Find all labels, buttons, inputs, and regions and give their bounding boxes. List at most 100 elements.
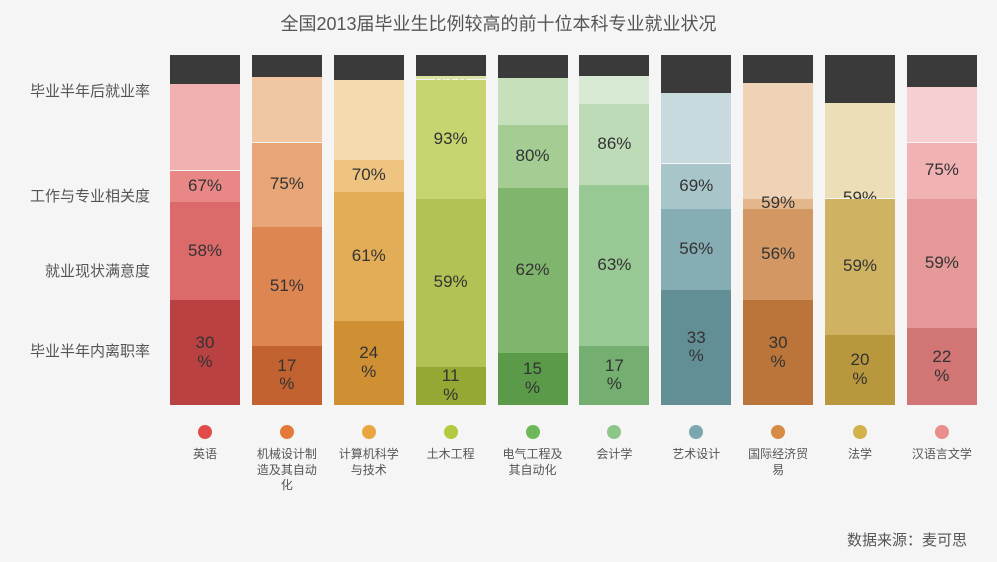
bar-segment-4	[170, 84, 240, 170]
bar-segment-2: 59%	[825, 199, 895, 336]
satisfaction-label: 56%	[761, 245, 795, 264]
bar-segment-3: 75%	[907, 143, 977, 199]
bar-segment-2: 51%	[252, 227, 322, 346]
chart-area: 毕业半年后就业率工作与专业相关度就业现状满意度毕业半年内离职率 91.6%67%…	[0, 55, 997, 405]
relevance-label: 75%	[270, 175, 304, 194]
relevance-label: 80%	[515, 147, 549, 166]
y-axis-label: 毕业半年后就业率	[30, 80, 150, 101]
turnover-label: 33%	[687, 329, 706, 366]
bar-segment-1: 17%	[579, 346, 649, 406]
legend-label: 机械设计制造及其自动化	[252, 447, 322, 494]
turnover-label: 24%	[359, 344, 378, 381]
bar-segment-cap	[170, 55, 240, 84]
bar-segment-4	[252, 77, 322, 142]
bar-segment-1: 17%	[252, 346, 322, 406]
satisfaction-label: 56%	[679, 240, 713, 259]
legend-dot-icon	[526, 425, 540, 439]
turnover-label: 17%	[605, 357, 624, 394]
bar-segment-cap	[825, 55, 895, 103]
bar-segment-cap	[907, 55, 977, 87]
bar-segment-2: 62%	[498, 188, 568, 353]
satisfaction-label: 58%	[188, 242, 222, 261]
legend-item: 艺术设计	[661, 425, 731, 494]
bar-segment-1: 33%	[661, 290, 731, 406]
bar-column: 94.0%86%63%17%	[579, 55, 649, 405]
bar-segment-1: 30%	[743, 300, 813, 405]
bar-segment-3: 70%	[334, 160, 404, 192]
bar-column: 93.9%93%59%11%	[416, 55, 486, 405]
bar-column: 91.6%67%58%30%	[170, 55, 240, 405]
legend-dot-icon	[689, 425, 703, 439]
relevance-label: 93%	[434, 130, 468, 149]
turnover-label: 30%	[196, 334, 215, 371]
legend-label: 国际经济贸易	[743, 447, 813, 478]
turnover-label: 11%	[442, 367, 460, 404]
legend-item: 机械设计制造及其自动化	[252, 425, 322, 494]
bar-segment-4	[907, 87, 977, 143]
satisfaction-label: 59%	[925, 254, 959, 273]
legend-dot-icon	[607, 425, 621, 439]
bar-segment-4	[334, 80, 404, 161]
bar-segment-cap	[334, 55, 404, 80]
legend-dot-icon	[935, 425, 949, 439]
legend-label: 英语	[170, 447, 240, 463]
legend-item: 土木工程	[416, 425, 486, 494]
bar-column: 93.0%70%61%24%	[334, 55, 404, 405]
bar-segment-1: 30%	[170, 300, 240, 405]
legend-item: 电气工程及其自动化	[498, 425, 568, 494]
bar-segment-2: 59%	[416, 199, 486, 367]
bar-segment-2: 61%	[334, 192, 404, 322]
satisfaction-label: 51%	[270, 277, 304, 296]
legend-label: 汉语言文学	[907, 447, 977, 463]
bar-segment-4	[579, 76, 649, 104]
bar-segment-3: 69%	[661, 164, 731, 210]
bar-segment-1: 15%	[498, 353, 568, 406]
bar-column: 92.0%59%56%30%	[743, 55, 813, 405]
legend-item: 汉语言文学	[907, 425, 977, 494]
legend-label: 会计学	[579, 447, 649, 463]
relevance-label: 69%	[679, 177, 713, 196]
bar-column: 89.1%69%56%33%	[661, 55, 731, 405]
legend-label: 法学	[825, 447, 895, 463]
data-source: 数据来源：麦可思	[847, 529, 967, 550]
bar-segment-4	[825, 103, 895, 199]
bar-segment-3: 93%	[416, 80, 486, 199]
bar-segment-2: 63%	[579, 185, 649, 346]
bar-segment-2: 59%	[907, 199, 977, 329]
legend-item: 会计学	[579, 425, 649, 494]
turnover-label: 20%	[851, 351, 870, 388]
bar-segment-2: 56%	[743, 209, 813, 300]
bar-column: 86.3%59%59%20%	[825, 55, 895, 405]
relevance-label: 86%	[597, 135, 631, 154]
bars-container: 91.6%67%58%30%93.7%75%51%17%93.0%70%61%2…	[170, 55, 977, 405]
legend-dot-icon	[853, 425, 867, 439]
satisfaction-label: 63%	[597, 256, 631, 275]
bar-segment-3: 75%	[252, 143, 322, 227]
legend-item: 英语	[170, 425, 240, 494]
satisfaction-label: 59%	[434, 273, 468, 292]
bar-segment-1: 20%	[825, 335, 895, 405]
satisfaction-label: 62%	[515, 261, 549, 280]
turnover-label: 30%	[769, 334, 788, 371]
relevance-label: 67%	[188, 177, 222, 196]
bar-segment-1: 24%	[334, 321, 404, 405]
relevance-label: 75%	[925, 161, 959, 180]
satisfaction-label: 61%	[352, 247, 386, 266]
chart-title: 全国2013届毕业生比例较高的前十位本科专业就业状况	[0, 0, 997, 36]
legend-label: 艺术设计	[661, 447, 731, 463]
bar-segment-3: 67%	[170, 171, 240, 203]
bar-column: 93.5%80%62%15%	[498, 55, 568, 405]
y-axis-label: 毕业半年内离职率	[30, 340, 150, 361]
bar-segment-1: 22%	[907, 328, 977, 405]
legend-dot-icon	[771, 425, 785, 439]
legend-dot-icon	[444, 425, 458, 439]
legend-dot-icon	[362, 425, 376, 439]
bar-column: 90.9%75%59%22%	[907, 55, 977, 405]
legend-label: 土木工程	[416, 447, 486, 463]
legend-label: 电气工程及其自动化	[498, 447, 568, 478]
legend-dot-icon	[198, 425, 212, 439]
y-axis-labels: 毕业半年后就业率工作与专业相关度就业现状满意度毕业半年内离职率	[0, 55, 160, 405]
bar-segment-3: 80%	[498, 125, 568, 188]
bar-segment-2: 56%	[661, 209, 731, 290]
bar-segment-cap	[743, 55, 813, 83]
